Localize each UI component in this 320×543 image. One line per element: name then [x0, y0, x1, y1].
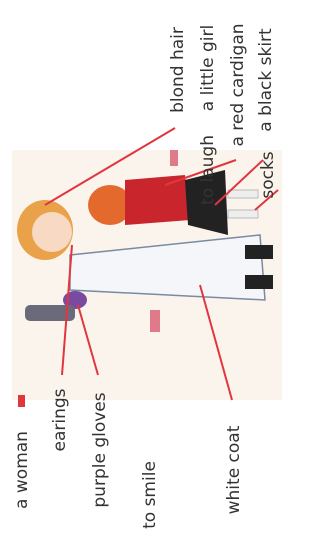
label: a red cardigan: [228, 23, 248, 146]
page: blond hair a little girl to laugh a red …: [0, 0, 320, 543]
label: earings: [50, 388, 70, 451]
shoe: [245, 245, 273, 259]
label: white coat: [224, 425, 244, 514]
deco: [170, 150, 178, 166]
illustration: [12, 150, 282, 407]
label: a woman: [12, 431, 32, 509]
label: a little girl: [198, 25, 218, 111]
label: purple gloves: [90, 392, 110, 507]
sock: [228, 210, 258, 218]
shoe: [245, 275, 273, 289]
label: to smile: [140, 461, 160, 529]
vocabulary-diagram: blond hair a little girl to laugh a red …: [0, 0, 289, 543]
red-cardigan-shape: [125, 175, 190, 225]
deco: [150, 310, 160, 332]
face: [32, 212, 72, 252]
label: blond hair: [168, 27, 188, 113]
label: socks: [258, 151, 278, 198]
deco: [18, 395, 25, 407]
label: a black skirt: [256, 28, 276, 132]
label: to laugh: [198, 135, 218, 205]
sock: [228, 190, 258, 198]
